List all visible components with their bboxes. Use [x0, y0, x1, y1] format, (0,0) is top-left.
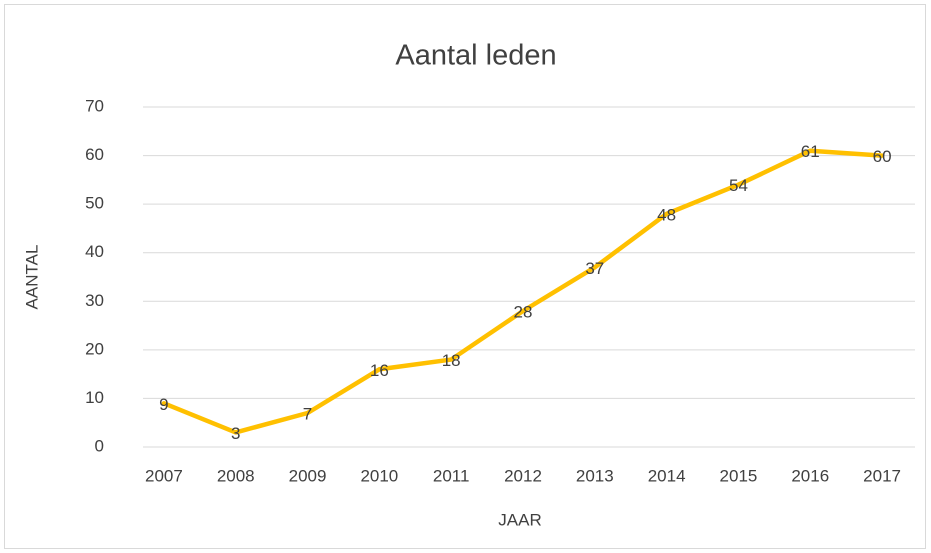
data-label: 61 [801, 142, 820, 161]
chart-title: Aantal leden [395, 40, 556, 72]
data-label: 60 [873, 147, 892, 166]
x-tick-label: 2009 [289, 466, 327, 485]
x-tick-label: 2016 [791, 466, 829, 485]
x-tick-label: 2014 [648, 466, 686, 485]
y-tick-label: 30 [85, 291, 104, 310]
data-label: 18 [442, 351, 461, 370]
data-label: 16 [370, 361, 389, 380]
x-axis-label: JAAR [498, 510, 541, 529]
data-label: 54 [729, 176, 748, 195]
data-label: 37 [585, 259, 604, 278]
y-tick-label: 50 [85, 194, 104, 213]
y-tick-label: 20 [85, 339, 104, 358]
data-label: 28 [514, 302, 533, 321]
data-label: 3 [231, 424, 240, 443]
y-axis-label: AANTAL [22, 245, 41, 310]
data-line [161, 148, 885, 435]
chart-border [4, 4, 926, 549]
x-tick-label: 2012 [504, 466, 542, 485]
y-tick-label: 60 [85, 145, 104, 164]
x-tick-label: 2013 [576, 466, 614, 485]
data-label: 48 [657, 205, 676, 224]
x-tick-label: 2010 [360, 466, 398, 485]
data-label: 7 [303, 404, 312, 423]
x-tick-label: 2007 [145, 466, 183, 485]
x-tick-label: 2015 [720, 466, 758, 485]
data-label: 9 [159, 395, 168, 414]
y-tick-label: 40 [85, 242, 104, 261]
x-tick-label: 2011 [433, 466, 470, 485]
y-tick-label: 10 [85, 388, 104, 407]
y-tick-label: 70 [85, 96, 104, 115]
y-tick-label: 0 [95, 436, 104, 455]
x-tick-label: 2017 [863, 466, 901, 485]
x-tick-label: 2008 [217, 466, 255, 485]
